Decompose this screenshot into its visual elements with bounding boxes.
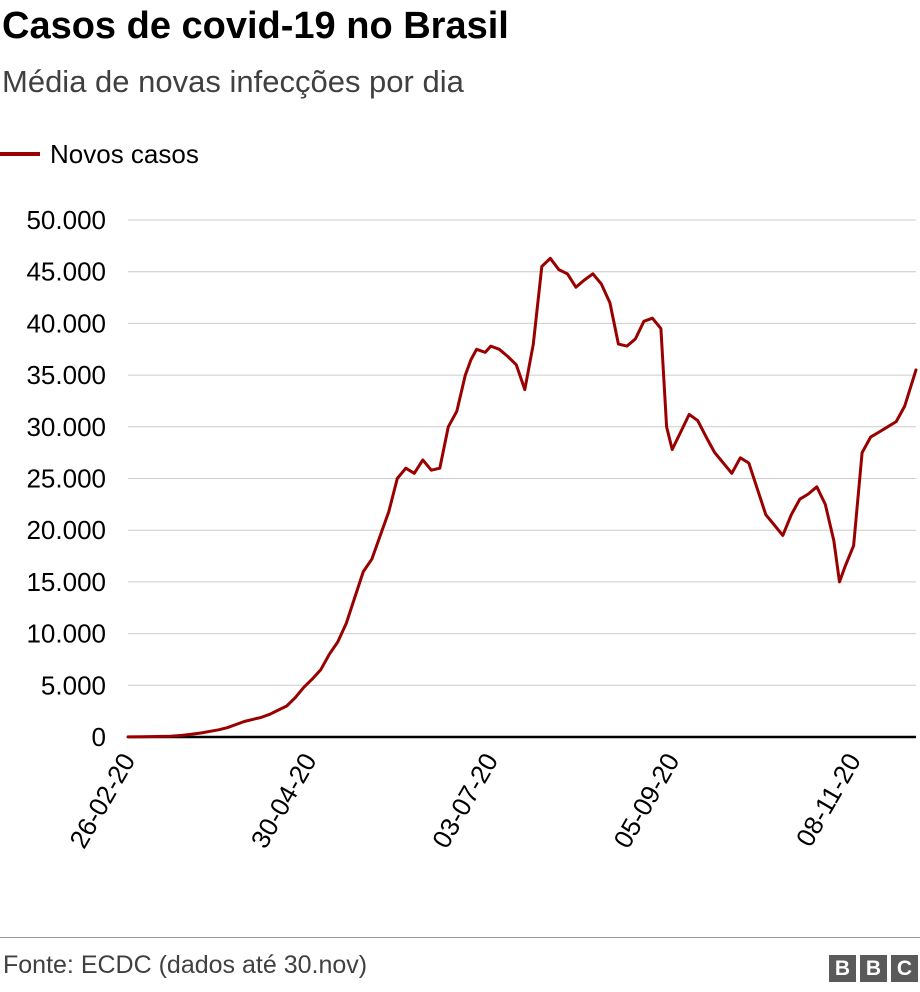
y-tick-label: 30.000 [26,412,106,442]
y-tick-label: 5.000 [41,670,106,700]
chart-subtitle: Média de novas infecções por dia [2,64,464,99]
x-tick-label: 26-02-20 [63,748,141,853]
bbc-logo-block: B [829,955,856,982]
y-tick-label: 35.000 [26,360,106,390]
x-tick-label: 08-11-20 [790,748,867,851]
bbc-logo-block: C [891,955,918,982]
y-tick-label: 50.000 [26,205,106,235]
bbc-logo: B B C [825,955,918,982]
x-tick-label: 05-09-20 [607,748,685,853]
x-tick-label: 03-07-20 [426,748,504,853]
chart-title: Casos de covid-19 no Brasil [2,5,509,47]
bbc-logo-block: B [860,955,887,982]
legend-line-swatch [0,152,40,156]
x-tick-label: 30-04-20 [245,748,323,853]
y-tick-label: 0 [92,722,106,752]
y-tick-label: 10.000 [26,619,106,649]
source-note: Fonte: ECDC (dados até 30.nov) [3,951,368,979]
y-tick-label: 25.000 [26,464,106,494]
legend-label: Novos casos [50,139,199,169]
legend: Novos casos [0,138,199,170]
series-line-novos-casos [126,256,918,739]
line-chart: 0 5.000 10.000 15.000 20.000 25.000 30.000 35.0… [26,205,918,853]
y-tick-label: 45.000 [26,257,106,287]
y-tick-label: 20.000 [26,515,106,545]
y-tick-label: 40.000 [26,308,106,338]
y-tick-label: 15.000 [26,567,106,597]
footer-divider [0,937,920,938]
